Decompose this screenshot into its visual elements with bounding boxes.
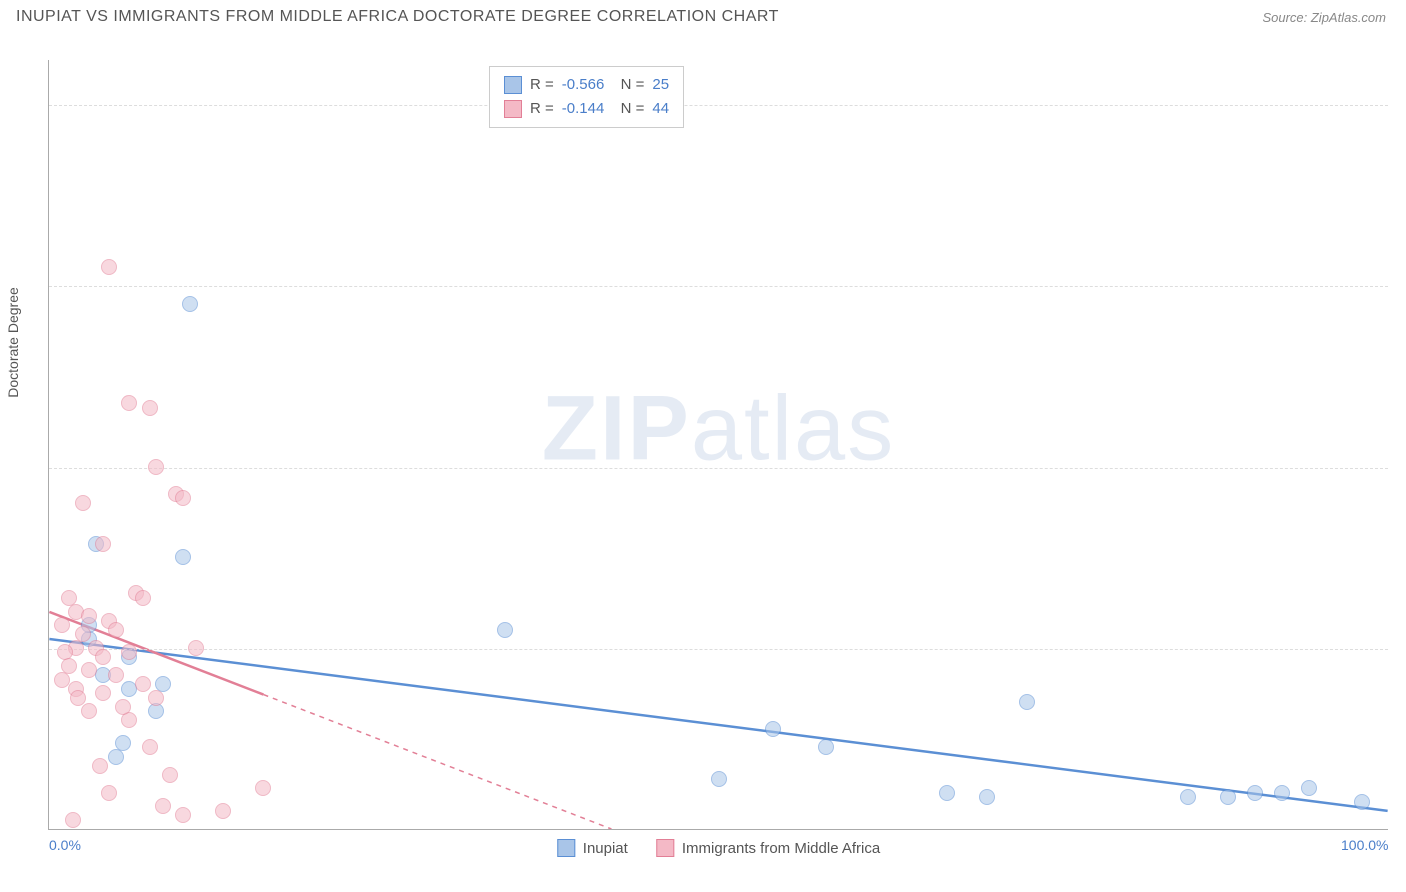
inupiat-point xyxy=(1274,785,1290,801)
immigrants-point xyxy=(148,690,164,706)
immigrants-point xyxy=(81,703,97,719)
immigrants-point xyxy=(101,259,117,275)
gridline xyxy=(49,286,1388,287)
immigrants-point xyxy=(142,400,158,416)
immigrants-point xyxy=(54,672,70,688)
r-label: R = xyxy=(530,73,554,97)
immigrants-point xyxy=(121,395,137,411)
inupiat-point xyxy=(1019,694,1035,710)
immigrants-point xyxy=(81,662,97,678)
immigrants-point xyxy=(188,640,204,656)
gridline xyxy=(49,649,1388,650)
watermark-zip: ZIP xyxy=(542,378,691,480)
legend-label: Immigrants from Middle Africa xyxy=(682,840,880,857)
r-value: -0.566 xyxy=(562,73,605,97)
immigrants-point xyxy=(175,490,191,506)
inupiat-point xyxy=(1247,785,1263,801)
stats-row-inupiat: R = -0.566 N = 25 xyxy=(504,73,669,97)
immigrants-point xyxy=(121,712,137,728)
immigrants-point xyxy=(155,798,171,814)
immigrants-swatch-icon xyxy=(504,100,522,118)
n-value: 25 xyxy=(652,73,669,97)
inupiat-point xyxy=(497,622,513,638)
immigrants-point xyxy=(95,536,111,552)
inupiat-point xyxy=(1180,789,1196,805)
inupiat-point xyxy=(979,789,995,805)
immigrants-point xyxy=(162,767,178,783)
immigrants-point xyxy=(135,676,151,692)
x-tick-label: 100.0% xyxy=(1341,837,1388,853)
immigrants-point xyxy=(215,803,231,819)
y-tick-label: 2.0% xyxy=(1393,641,1406,657)
watermark: ZIPatlas xyxy=(542,377,895,482)
y-tick-label: 8.0% xyxy=(1393,97,1406,113)
immigrants-point xyxy=(115,699,131,715)
immigrants-point xyxy=(75,495,91,511)
n-label: N = xyxy=(612,97,644,121)
legend-label: Inupiat xyxy=(583,840,628,857)
source-attribution: Source: ZipAtlas.com xyxy=(1262,10,1386,25)
correlation-stats-legend: R = -0.566 N = 25R = -0.144 N = 44 xyxy=(489,66,684,128)
gridline xyxy=(49,468,1388,469)
immigrants-point xyxy=(108,622,124,638)
immigrants-point xyxy=(108,667,124,683)
inupiat-point xyxy=(939,785,955,801)
immigrants-point xyxy=(148,459,164,475)
r-label: R = xyxy=(530,97,554,121)
immigrants-point xyxy=(92,758,108,774)
r-value: -0.144 xyxy=(562,97,605,121)
inupiat-point xyxy=(182,296,198,312)
inupiat-point xyxy=(175,549,191,565)
inupiat-point xyxy=(765,721,781,737)
inupiat-point xyxy=(1354,794,1370,810)
plot-area: ZIPatlas 2.0%4.0%6.0%8.0%0.0%100.0%R = -… xyxy=(48,60,1388,830)
source-name: ZipAtlas.com xyxy=(1311,10,1386,25)
y-axis-title: Doctorate Degree xyxy=(5,287,21,398)
immigrants-swatch-icon xyxy=(656,839,674,857)
inupiat-point xyxy=(1301,780,1317,796)
immigrants-point xyxy=(95,685,111,701)
inupiat-point xyxy=(1220,789,1236,805)
immigrants-point xyxy=(121,644,137,660)
source-label: Source: xyxy=(1262,10,1310,25)
immigrants-trendline-dashed xyxy=(263,695,611,829)
series-legend: Inupiat Immigrants from Middle Africa xyxy=(557,839,880,857)
n-value: 44 xyxy=(652,97,669,121)
chart-wrapper: Doctorate Degree ZIPatlas 2.0%4.0%6.0%8.… xyxy=(48,50,1388,840)
immigrants-point xyxy=(101,785,117,801)
inupiat-swatch-icon xyxy=(504,76,522,94)
inupiat-point xyxy=(108,749,124,765)
chart-title: INUPIAT VS IMMIGRANTS FROM MIDDLE AFRICA… xyxy=(16,8,779,26)
gridline xyxy=(49,105,1388,106)
inupiat-swatch-icon xyxy=(557,839,575,857)
x-tick-label: 0.0% xyxy=(49,837,81,853)
legend-item-inupiat: Inupiat xyxy=(557,839,628,857)
inupiat-point xyxy=(711,771,727,787)
immigrants-point xyxy=(70,690,86,706)
immigrants-point xyxy=(175,807,191,823)
n-label: N = xyxy=(612,73,644,97)
stats-row-immigrants: R = -0.144 N = 44 xyxy=(504,97,669,121)
immigrants-point xyxy=(54,617,70,633)
y-tick-label: 4.0% xyxy=(1393,460,1406,476)
immigrants-point xyxy=(65,812,81,828)
immigrants-point xyxy=(81,608,97,624)
inupiat-point xyxy=(818,739,834,755)
immigrants-point xyxy=(142,739,158,755)
chart-header: INUPIAT VS IMMIGRANTS FROM MIDDLE AFRICA… xyxy=(0,0,1406,30)
legend-item-immigrants: Immigrants from Middle Africa xyxy=(656,839,880,857)
immigrants-point xyxy=(95,649,111,665)
y-tick-label: 6.0% xyxy=(1393,278,1406,294)
immigrants-point xyxy=(135,590,151,606)
immigrants-point xyxy=(255,780,271,796)
watermark-atlas: atlas xyxy=(691,378,895,480)
trend-lines xyxy=(49,60,1388,829)
